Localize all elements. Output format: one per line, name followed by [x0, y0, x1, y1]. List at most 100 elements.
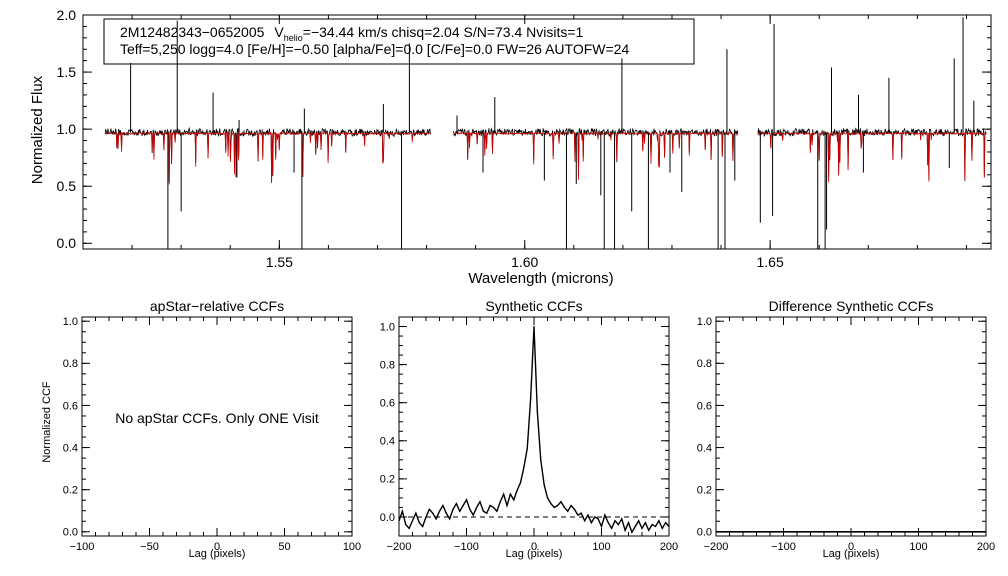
- synthetic-ccf-point: [658, 520, 660, 522]
- synthetic-ccf-point: [513, 499, 515, 501]
- synthetic-ccf-point: [492, 506, 495, 509]
- synthetic-ccf-point: [651, 523, 653, 526]
- synthetic-ccf-point: [570, 504, 572, 507]
- synthetic-ccf-point: [563, 506, 565, 509]
- difference-x-label: Lag (pixels): [823, 548, 880, 560]
- difference-x-tick-label: 0: [848, 541, 854, 553]
- synthetic-x-tick-label: 100: [592, 541, 610, 553]
- synthetic-ccf-point: [543, 483, 545, 486]
- synthetic-ccf-point: [638, 520, 640, 522]
- spectrum-x-tick-label: 1.60: [511, 254, 538, 270]
- info-line-2: Teff=5,250 logg=4.0 [Fe/H]=−0.50 [alpha/…: [120, 41, 629, 57]
- synthetic-ccf-point: [422, 525, 424, 528]
- spectrum-y-label: Normalized Flux: [29, 75, 46, 184]
- synthetic-ccf-point: [482, 510, 484, 512]
- apstar-y-tick-label: 1.0: [63, 316, 78, 328]
- synthetic-x-tick-label: 0: [531, 541, 537, 553]
- synthetic-ccf-point: [621, 518, 623, 520]
- spectrum-x-label: Wavelength (microns): [468, 270, 613, 287]
- spectrum-y-tick-label: 1.5: [57, 64, 77, 80]
- synthetic-ccf-point: [509, 493, 511, 495]
- synthetic-ccf-point: [506, 504, 508, 507]
- synthetic-ccf-point: [631, 531, 633, 533]
- synthetic-ccf-point: [644, 522, 646, 524]
- model-spectrum-chip-2: [453, 131, 739, 180]
- synthetic-y-tick-label: 0.4: [380, 436, 395, 448]
- synthetic-ccf-point: [600, 525, 603, 528]
- apstar-x-tick-label: 0: [214, 541, 220, 553]
- synthetic-ccf-point: [503, 493, 505, 495]
- apstar-y-tick-label: 0.8: [63, 358, 78, 370]
- observed-spectrum-chip-3: [757, 127, 987, 182]
- synthetic-ccf-point: [489, 504, 491, 507]
- synthetic-ccf-point: [573, 508, 576, 510]
- apstar-x-tick-label: −100: [70, 541, 95, 553]
- synthetic-ccf-point: [590, 522, 592, 524]
- synthetic-ccf-point: [661, 527, 663, 529]
- synthetic-x-tick-label: −100: [454, 541, 479, 553]
- synthetic-ccf-point: [516, 489, 518, 491]
- difference-y-tick-label: 0.8: [697, 358, 712, 370]
- spectrum-panel: 2M12482343−0652005 Vhelio=−34.44 km/s chi…: [29, 7, 992, 287]
- synthetic-ccf-point: [550, 503, 552, 505]
- synthetic-ccf-point: [445, 512, 447, 514]
- synthetic-ccf-point: [617, 523, 619, 526]
- synthetic-ccf-point: [476, 506, 478, 509]
- synthetic-ccf-point: [580, 512, 582, 514]
- synthetic-ccf-point: [526, 447, 528, 449]
- synthetic-ccf-point: [611, 527, 613, 529]
- synthetic-ccf-point: [557, 504, 559, 507]
- synthetic-ccf-point: [523, 466, 525, 469]
- spectrum-y-tick-label: 0.5: [57, 178, 77, 194]
- synthetic-x-label: Lag (pixels): [506, 548, 563, 560]
- apstar-y-tick-label: 0.4: [63, 442, 78, 454]
- difference-y-tick-label: 1.0: [697, 316, 712, 328]
- synthetic-ccf-point: [462, 504, 464, 507]
- synthetic-ccf-point: [584, 520, 586, 522]
- synthetic-ccf-point: [408, 527, 410, 529]
- synthetic-ccf-point: [614, 520, 616, 522]
- apstar-y-tick-label: 0.2: [63, 485, 78, 497]
- synthetic-y-tick-label: 0.2: [380, 474, 395, 486]
- synthetic-y-tick-label: 0.8: [380, 359, 395, 371]
- synthetic-ccf-point: [469, 508, 471, 510]
- apstar-no-data-note: No apStar CCFs. Only ONE Visit: [115, 410, 319, 426]
- synthetic-ccf-point: [604, 514, 606, 516]
- synthetic-ccf-title: Synthetic CCFs: [485, 298, 582, 314]
- synthetic-ccf-point: [597, 518, 599, 520]
- spectrum-axes-frame: [82, 14, 992, 250]
- difference-x-tick-label: 200: [977, 541, 995, 553]
- synthetic-ccf-point: [435, 518, 437, 520]
- synthetic-y-tick-label: 0.6: [380, 398, 395, 410]
- apstar-y-label: Normalized CCF: [41, 381, 53, 463]
- synthetic-ccf-point: [560, 501, 562, 503]
- synthetic-ccf-point: [449, 518, 451, 520]
- apstar-x-tick-label: 50: [278, 541, 290, 553]
- synthetic-ccf-point: [438, 510, 441, 512]
- synthetic-ccf-point: [401, 510, 403, 512]
- difference-x-tick-label: 100: [909, 541, 927, 553]
- synthetic-ccf-point: [486, 512, 488, 514]
- apstar-x-label: Lag (pixels): [189, 548, 246, 560]
- synthetic-ccf-point: [411, 520, 414, 522]
- synthetic-ccf-point: [594, 516, 596, 518]
- synthetic-ccf-panel: Synthetic CCFs Lag (pixels) −200 −100 0 100…: [380, 298, 678, 560]
- synthetic-ccf-point: [459, 510, 461, 512]
- synthetic-ccf-point: [432, 512, 434, 514]
- difference-y-tick-label: 0.4: [697, 442, 712, 454]
- synthetic-ccf-point: [418, 522, 420, 524]
- difference-ccf-title: Difference Synthetic CCFs: [769, 298, 934, 314]
- spectrum-y-tick-label: 1.0: [57, 121, 77, 137]
- synthetic-ccf-point: [499, 501, 501, 503]
- difference-x-tick-label: −200: [704, 541, 729, 553]
- synthetic-ccf-point: [624, 529, 626, 531]
- spectrum-x-tick-label: 1.55: [266, 254, 293, 270]
- spectrum-y-tick-label: 2.0: [57, 7, 77, 23]
- synthetic-ccf-point: [465, 499, 468, 501]
- difference-y-tick-label: 0.6: [697, 400, 712, 412]
- info-line-1: 2M12482343−0652005 Vhelio=−34.44 km/s chi…: [120, 24, 584, 43]
- synthetic-y-tick-label: 0.0: [380, 512, 395, 524]
- model-spectrum-chip-3: [757, 131, 987, 183]
- synthetic-ccf-point: [536, 411, 538, 413]
